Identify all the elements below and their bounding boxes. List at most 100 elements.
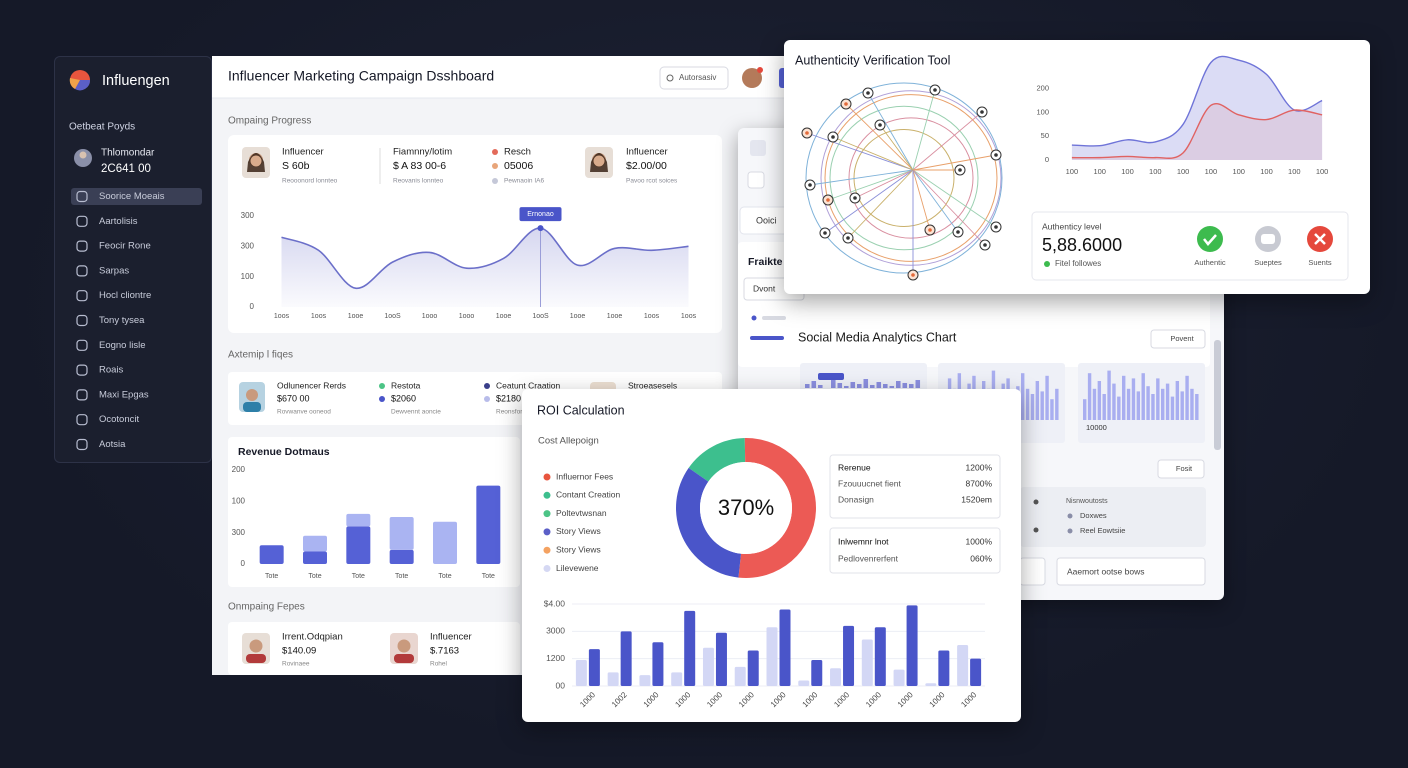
x-tick-label: Tote — [308, 573, 321, 580]
legend-label: Influernor Fees — [556, 471, 613, 481]
bar — [874, 627, 886, 686]
status-label: Authentic — [1194, 258, 1226, 267]
mini-bar — [1025, 388, 1030, 420]
menu-item: Feocir Rone — [99, 241, 151, 252]
bar — [734, 666, 746, 686]
x-tick-label: Tote — [438, 573, 451, 580]
bar — [906, 605, 918, 686]
network-node-dot — [808, 183, 812, 187]
line — [281, 227, 689, 289]
fee-note: Rovinaee — [282, 661, 310, 668]
network-link — [912, 169, 986, 246]
tooltip-point — [537, 225, 544, 232]
x-tick-label: 1000 — [705, 690, 724, 709]
header-avatar — [742, 68, 762, 88]
mini-bar — [863, 379, 869, 388]
menu-item: Eogno lisle — [99, 340, 145, 351]
mini-bar — [1180, 391, 1184, 420]
menu-item: Aotsia — [99, 439, 126, 450]
stat-note: Reovanis lonnteo — [393, 178, 444, 185]
mini-bar — [876, 382, 882, 388]
bar — [938, 650, 950, 686]
chart-title: Social Media Analytics Chart — [798, 330, 957, 344]
avatar-body — [243, 402, 261, 412]
legend-swatch — [543, 510, 551, 518]
legend-swatch — [543, 528, 551, 536]
y-tick-label: 100 — [232, 496, 246, 505]
table-value: 8700% — [966, 478, 993, 488]
status-label: Sueptes — [1254, 258, 1282, 267]
menu-item: Ocotoncit — [99, 414, 139, 425]
section-heading: Oetbeat Poyds — [69, 122, 135, 133]
roi-panel: ROI Calculation Cost Allepoign Influernor … — [522, 389, 1021, 722]
mini-bar — [837, 383, 843, 388]
icon — [1033, 499, 1039, 505]
mini-bar — [818, 385, 823, 388]
legend-label: Contant Creation — [556, 490, 621, 500]
network-ring — [805, 82, 1003, 274]
mini-bar — [1195, 394, 1199, 420]
dot — [1044, 261, 1050, 267]
bar — [970, 658, 982, 686]
y-tick-label: 1200 — [546, 653, 565, 663]
x-tick-label: Tote — [352, 573, 365, 580]
line — [1071, 55, 1323, 147]
legend-swatch — [543, 546, 551, 554]
level-note: Fitel followes — [1055, 259, 1101, 268]
network-link — [832, 136, 914, 171]
menu-item: Aartolisis — [99, 216, 138, 227]
section-heading: Axtemip l fiqes — [228, 350, 293, 361]
x-tick-label: 1000 — [642, 690, 661, 709]
menu-icon — [76, 364, 88, 376]
card-title: Revenue Dotmaus — [238, 446, 330, 458]
mini-bar — [1030, 394, 1035, 420]
menu-item: Sarpas — [99, 265, 129, 276]
mini-bar — [857, 384, 862, 388]
mini-bar — [1040, 391, 1044, 420]
menu-icon — [76, 190, 88, 203]
legend-label: Story Views — [556, 526, 601, 536]
y-tick-label: 00 — [556, 680, 566, 690]
menu-item: Tony tysea — [99, 315, 145, 326]
user-name: Thlomondar — [101, 148, 155, 159]
x-tick-label: 1oos — [681, 313, 697, 320]
network-node-dot — [983, 243, 987, 247]
mini-bar — [1021, 373, 1025, 420]
x-tick-label: 1000 — [769, 690, 788, 709]
network-link — [879, 124, 914, 171]
mini-bar — [831, 380, 836, 388]
input-text: Aaemort ootse bows — [1067, 566, 1144, 576]
mini-bar — [1122, 375, 1126, 420]
panel-title: ROI Calculation — [537, 403, 625, 417]
network-node-dot — [956, 230, 960, 234]
avatar-face — [250, 155, 262, 167]
line — [1071, 103, 1323, 159]
menu-icon — [76, 265, 88, 277]
network-node-dot — [958, 168, 962, 172]
menu-icon — [76, 339, 88, 351]
mini-bar — [1117, 396, 1121, 420]
stat-note: Reooonord lonnteo — [282, 178, 338, 185]
menu-item: Hocl cliontre — [99, 290, 151, 301]
icon — [750, 140, 766, 156]
x-tick-label: 1oos — [644, 313, 660, 320]
dot — [751, 315, 757, 321]
x-tick-label: 100 — [1205, 167, 1218, 176]
stat-label: Influencer — [626, 147, 668, 158]
bar — [861, 639, 873, 686]
table-box — [829, 527, 1001, 574]
stat-label: Resch — [504, 147, 531, 158]
bar — [843, 625, 855, 686]
y-tick-label: 3000 — [546, 626, 565, 636]
bar — [830, 668, 842, 686]
bar — [639, 675, 651, 686]
button-label: Fosit — [1176, 464, 1193, 473]
stat-value: S 60b — [282, 160, 310, 172]
bar — [652, 642, 664, 686]
menu-icon — [76, 438, 88, 451]
network-link — [809, 169, 914, 186]
menu-icon — [76, 215, 88, 227]
y-tick-label: 300 — [241, 211, 255, 220]
tooltip-box — [519, 207, 562, 222]
network-node-dot — [826, 198, 830, 202]
